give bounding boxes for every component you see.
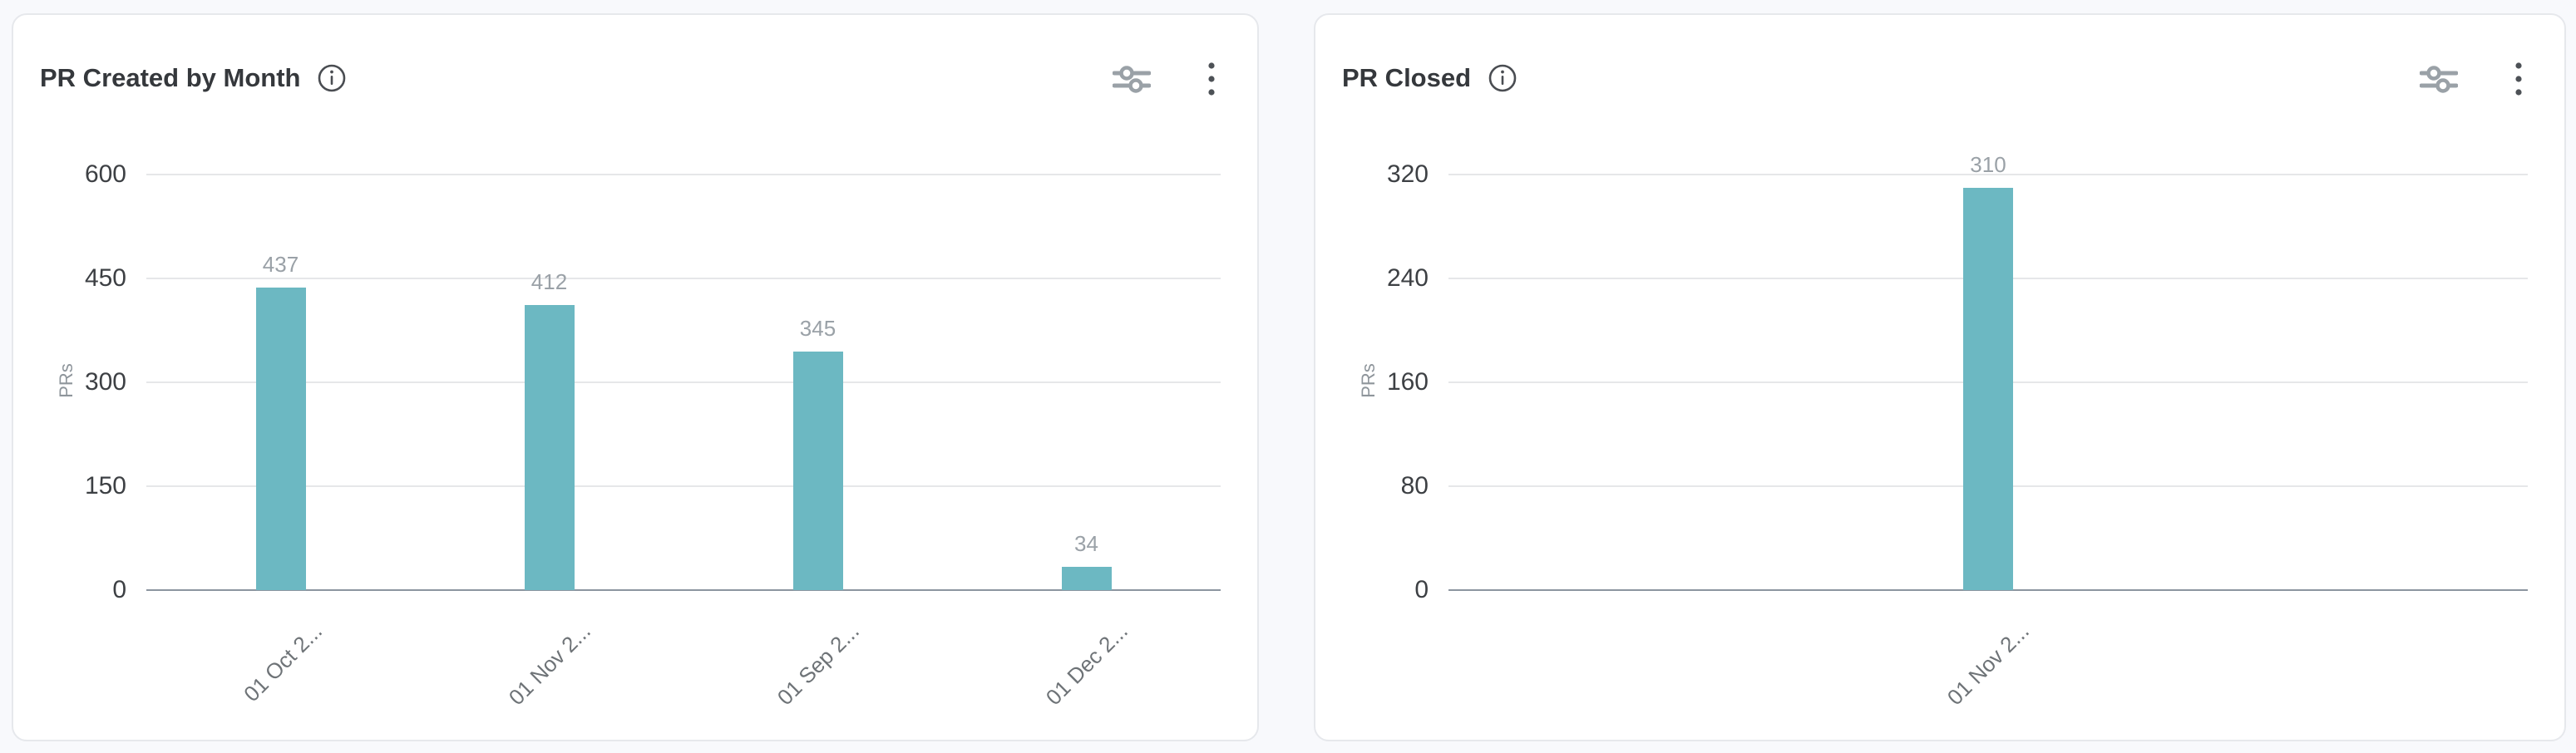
y-axis-title: PRs (1358, 363, 1379, 398)
x-tick-label: 01 Sep 2... (772, 618, 864, 711)
filter-sliders-icon[interactable] (1113, 62, 1151, 96)
y-tick-label: 300 (84, 368, 126, 396)
bar[interactable] (255, 287, 306, 590)
bar[interactable] (524, 304, 575, 590)
x-tick-label: 01 Nov 2... (503, 618, 595, 711)
card-controls (2420, 60, 2524, 98)
gridline (1448, 174, 2528, 175)
y-tick-label: 600 (84, 160, 126, 188)
x-tick-label: 01 Nov 2... (1942, 618, 2035, 711)
y-tick-label: 450 (84, 264, 126, 292)
y-tick-label: 160 (1386, 368, 1429, 396)
card-title-text: PR Closed (1342, 63, 1472, 92)
bar-value-label: 310 (1970, 151, 2006, 177)
pr-closed-chart: 0 80 160 240 320 PRs 310 01 Nov 2... (1315, 15, 2564, 740)
x-tick-label: 01 Oct 2... (238, 618, 327, 707)
pr-created-by-month-card: PR Created by Month 0 150 300 (12, 13, 1259, 741)
x-axis-line (146, 589, 1221, 591)
bar-value-label: 412 (530, 268, 568, 294)
x-tick-label: 01 Dec 2... (1040, 618, 1133, 711)
card-title-text: PR Created by Month (40, 63, 301, 92)
kebab-menu-icon[interactable] (1206, 60, 1217, 98)
y-axis-title: PRs (56, 363, 76, 398)
card-title: PR Closed (1342, 62, 1517, 95)
kebab-menu-icon[interactable] (2513, 60, 2524, 98)
card-controls (1113, 60, 1217, 98)
card-title: PR Created by Month (40, 62, 347, 95)
gridline (146, 381, 1221, 383)
info-circle-icon[interactable] (1488, 63, 1517, 93)
bar[interactable] (792, 351, 843, 590)
gridline (146, 278, 1221, 279)
bar-value-label: 34 (1074, 530, 1098, 556)
filter-sliders-icon[interactable] (2420, 62, 2458, 96)
y-tick-label: 150 (84, 472, 126, 500)
pr-created-by-month-chart: 0 150 300 450 600 PRs 437 01 Oct 2... 412 01 Nov … (13, 15, 1257, 740)
y-tick-label: 240 (1386, 264, 1429, 292)
bar-value-label: 437 (262, 251, 299, 277)
y-tick-label: 320 (1386, 160, 1429, 188)
y-tick-label: 0 (1414, 576, 1429, 603)
pr-closed-card: PR Closed 0 80 160 240 320 PRs 31 (1314, 13, 2566, 741)
gridline (146, 485, 1221, 487)
info-circle-icon[interactable] (317, 63, 347, 93)
x-axis-line (1448, 589, 2528, 591)
bar[interactable] (1061, 566, 1112, 590)
y-tick-label: 80 (1400, 472, 1429, 500)
bar[interactable] (1963, 187, 2013, 590)
gridline (146, 174, 1221, 175)
bar-value-label: 345 (799, 315, 836, 341)
y-tick-label: 0 (112, 576, 126, 603)
